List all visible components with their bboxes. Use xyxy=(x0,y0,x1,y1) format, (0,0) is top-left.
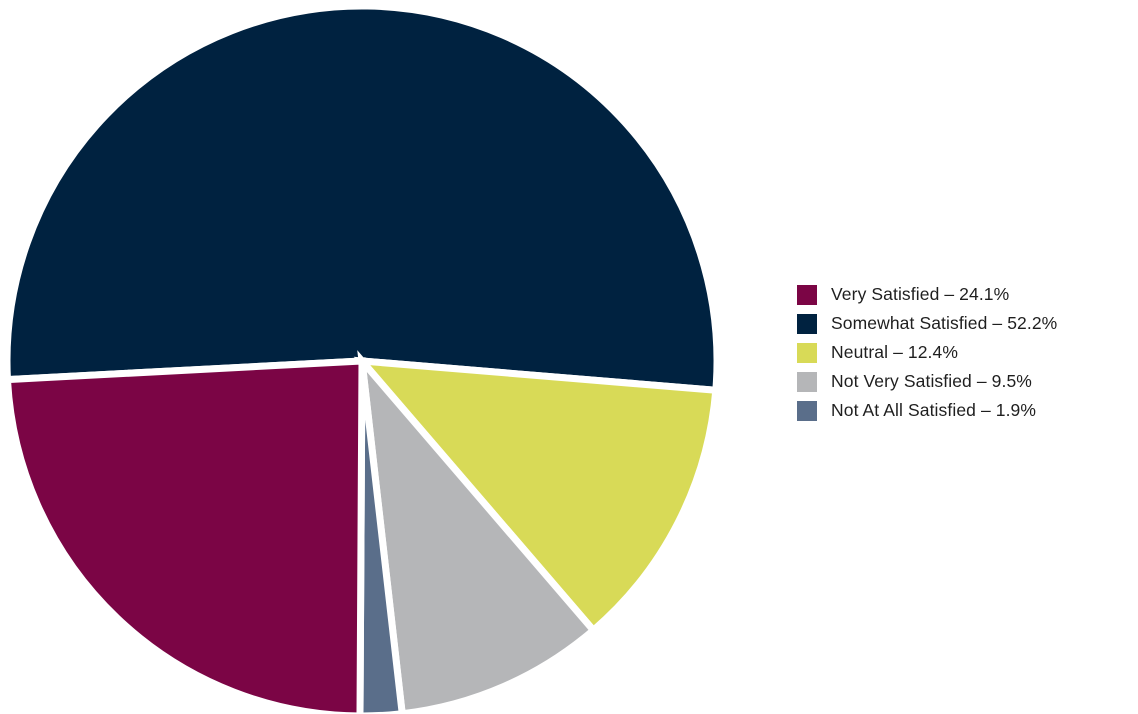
legend-swatch xyxy=(797,342,817,363)
legend-item-somewhat-satisfied: Somewhat Satisfied – 52.2% xyxy=(797,309,1132,338)
slice-somewhat-satisfied xyxy=(3,2,721,395)
legend-label: Neutral – 12.4% xyxy=(831,342,958,362)
legend-swatch xyxy=(797,313,817,334)
slice-not-very-satisfied xyxy=(357,350,599,714)
legend-label: Somewhat Satisfied – 52.2% xyxy=(831,313,1058,333)
legend-item-very-satisfied: Very Satisfied – 24.1% xyxy=(797,280,1132,309)
legend-swatch xyxy=(797,400,817,421)
legend-swatch xyxy=(797,371,817,392)
legend: Very Satisfied – 24.1% Somewhat Satisfie… xyxy=(797,280,1132,425)
legend-item-not-at-all-satisfied: Not At All Satisfied – 1.9% xyxy=(797,396,1132,425)
legend-swatch xyxy=(797,284,817,305)
legend-item-neutral: Neutral – 12.4% xyxy=(797,338,1132,367)
pie-chart xyxy=(3,2,721,714)
legend-label: Not Very Satisfied – 9.5% xyxy=(831,371,1032,391)
legend-label: Very Satisfied – 24.1% xyxy=(831,284,1010,304)
slice-neutral xyxy=(353,356,720,636)
legend-item-not-very-satisfied: Not Very Satisfied – 9.5% xyxy=(797,367,1132,396)
slice-very-satisfied xyxy=(3,357,366,714)
legend-label: Not At All Satisfied – 1.9% xyxy=(831,400,1037,420)
